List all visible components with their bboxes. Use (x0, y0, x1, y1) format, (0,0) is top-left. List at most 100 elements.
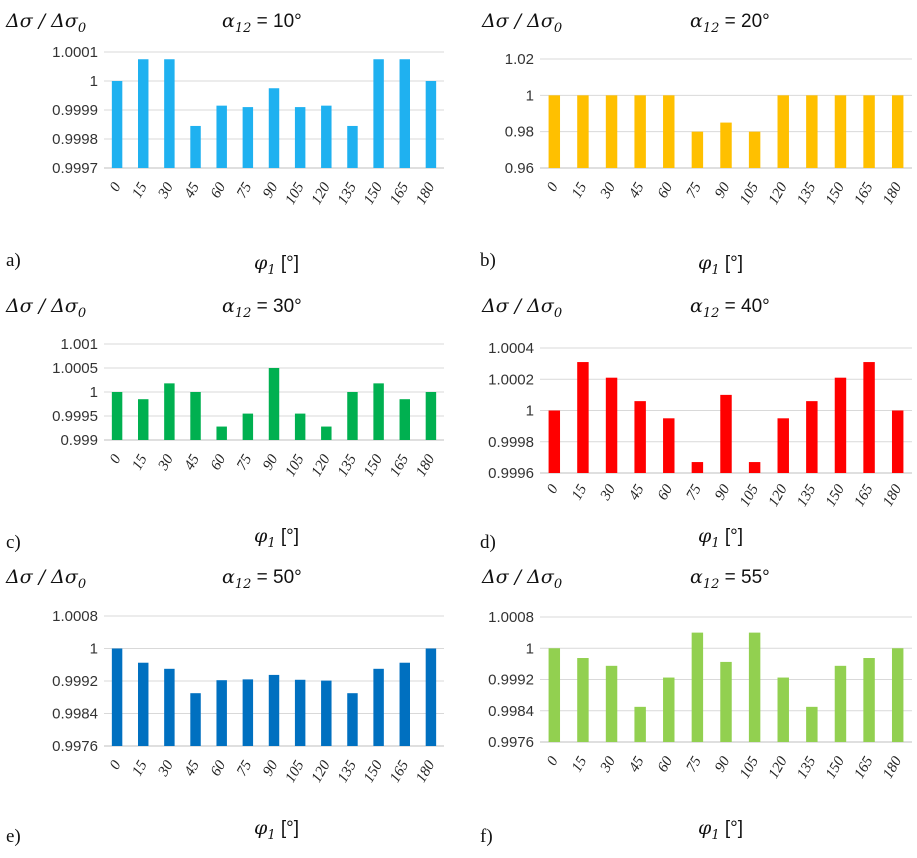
bar-30 (164, 668, 175, 746)
bar-0 (111, 81, 123, 168)
bar-15 (577, 95, 589, 168)
x-tick-label: 150 (823, 180, 848, 208)
x-tick-label: 15 (569, 180, 591, 201)
bar-30 (164, 383, 175, 440)
bar-30 (605, 95, 618, 168)
x-tick-label: 180 (413, 180, 438, 208)
bar-120 (777, 677, 789, 742)
y-tick-label: 1.0001 (52, 44, 98, 61)
bar-0 (111, 648, 123, 746)
chart-title: α12 = 40° (690, 295, 770, 321)
bar-180 (425, 81, 437, 168)
x-tick-label: 90 (260, 452, 282, 473)
x-tick-label: 180 (413, 452, 438, 480)
y-tick-label: 1.001 (60, 336, 98, 353)
x-tick-label: 60 (208, 452, 230, 473)
bar-150 (373, 59, 384, 168)
bar-120 (321, 680, 332, 746)
bar-75 (242, 679, 254, 746)
bar-105 (748, 462, 761, 473)
y-tick-label: 0.9999 (52, 102, 98, 119)
y-tick-label: 1 (90, 73, 98, 90)
x-tick-label: 165 (851, 482, 876, 510)
x-tick-label: 135 (335, 758, 360, 786)
y-tick-label: 0.9984 (488, 703, 534, 720)
bar-45 (190, 125, 201, 168)
chart-panel-1: 0.9997 0.9998 0.9999 1 1.0001 0 15 30 45 60 75 90 10… (5, 10, 444, 278)
chart-title: α12 = 55° (690, 566, 770, 592)
x-tick-label: 60 (208, 180, 230, 201)
bar-90 (720, 394, 732, 474)
bar-15 (577, 362, 589, 473)
x-tick-label: 90 (712, 180, 734, 201)
x-tick-label: 75 (683, 482, 705, 503)
y-tick-label: 0.9997 (52, 160, 98, 177)
x-tick-label: 75 (234, 452, 256, 473)
x-tick-label: 120 (766, 180, 791, 208)
chart-title: α12 = 20° (690, 10, 770, 36)
x-tick-label: 75 (234, 180, 256, 201)
x-tick-label: 75 (234, 758, 256, 779)
bar-15 (577, 658, 589, 742)
x-tick-label: 165 (851, 180, 876, 208)
bar-90 (268, 368, 280, 440)
bar-75 (242, 413, 254, 440)
bar-45 (190, 392, 201, 440)
x-tick-label: 135 (335, 452, 360, 480)
x-tick-label: 90 (712, 754, 734, 775)
x-tick-label: 0 (107, 180, 125, 195)
x-axis-label: φ1 [°] (698, 252, 743, 278)
x-tick-label: 90 (712, 482, 734, 503)
x-tick-label: 45 (626, 482, 648, 503)
x-axis-label: φ1 [°] (254, 817, 299, 843)
bar-45 (634, 95, 646, 168)
y-axis-label: Δσ / Δσ0 (481, 10, 562, 36)
bar-165 (863, 95, 875, 168)
bar-180 (891, 410, 904, 473)
bar-165 (399, 662, 410, 746)
x-tick-label: 120 (309, 452, 334, 480)
y-tick-label: 0.98 (505, 124, 534, 141)
y-tick-label: 0.96 (505, 160, 534, 177)
bar-30 (605, 377, 618, 473)
x-tick-label: 135 (794, 754, 819, 782)
x-tick-label: 165 (387, 452, 412, 480)
x-tick-label: 45 (626, 754, 648, 775)
x-tick-label: 45 (182, 758, 204, 779)
x-tick-label: 45 (182, 180, 204, 201)
bar-120 (777, 418, 789, 473)
x-tick-label: 30 (597, 754, 619, 776)
bar-150 (373, 383, 384, 440)
bar-75 (691, 462, 704, 473)
chart-title: α12 = 50° (222, 566, 302, 592)
bar-180 (891, 95, 904, 168)
x-tick-label: 30 (597, 180, 619, 202)
bar-0 (548, 95, 561, 168)
x-tick-label: 15 (569, 482, 591, 503)
bar-135 (806, 95, 818, 168)
bar-75 (691, 632, 704, 742)
x-tick-label: 150 (361, 452, 386, 480)
bar-165 (399, 59, 410, 168)
x-axis-label: φ1 [°] (254, 252, 299, 278)
bar-15 (138, 399, 149, 440)
bar-165 (863, 362, 875, 473)
bar-75 (691, 131, 704, 168)
y-tick-label: 0.999 (60, 432, 98, 449)
bar-120 (321, 105, 332, 168)
x-tick-label: 105 (737, 482, 762, 510)
x-tick-label: 150 (823, 482, 848, 510)
x-tick-label: 150 (823, 754, 848, 782)
bar-60 (216, 426, 227, 440)
y-axis-label: Δσ / Δσ0 (5, 295, 86, 321)
y-tick-label: 0.9984 (52, 706, 98, 723)
chart-title: α12 = 30° (222, 295, 302, 321)
bar-45 (634, 401, 646, 473)
chart-title: α12 = 10° (222, 10, 302, 36)
bar-105 (748, 131, 761, 168)
x-tick-label: 120 (309, 758, 334, 786)
x-tick-label: 30 (597, 482, 619, 504)
bar-90 (720, 661, 732, 742)
bar-150 (834, 377, 847, 473)
x-tick-label: 105 (737, 180, 762, 208)
